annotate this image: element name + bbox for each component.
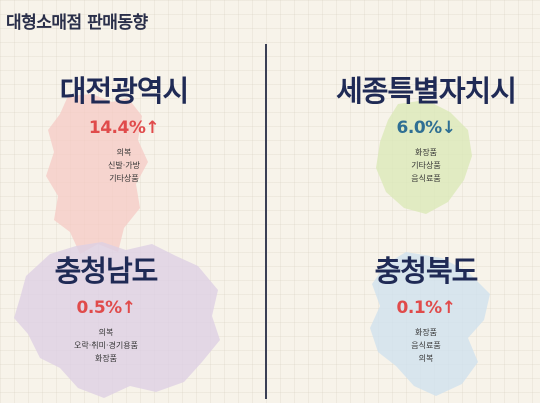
item: 화장품 <box>414 327 438 337</box>
region-name: 세종특별자치시 <box>336 74 517 108</box>
item: 의복 <box>418 353 434 363</box>
item: 신발·가방 <box>108 160 140 170</box>
rate-value: 14.4% <box>88 117 146 138</box>
change-rate: 14.4%↑ <box>0 118 254 138</box>
sejong-map-shape <box>376 100 472 214</box>
item: 기타상품 <box>411 160 441 170</box>
change-rate: 0.1%↑ <box>296 298 540 318</box>
arrow-up-icon: ↑ <box>121 297 136 318</box>
sejong-map-path <box>376 100 472 214</box>
change-rate: 6.0%↓ <box>296 118 540 138</box>
item: 음식료품 <box>411 340 441 350</box>
item: 화장품 <box>94 353 118 363</box>
top-items-list: 의복 신발·가방 기타상품 <box>0 146 254 185</box>
item: 화장품 <box>414 147 438 157</box>
region-name: 충청남도 <box>54 254 159 288</box>
item: 오락·취미·경기용품 <box>74 340 138 350</box>
chungnam-map-path <box>14 242 220 398</box>
item: 기타상품 <box>109 173 139 183</box>
rate-value: 0.5% <box>76 297 123 318</box>
rate-value: 0.1% <box>396 297 443 318</box>
rate-value: 6.0% <box>396 117 443 138</box>
item: 의복 <box>116 147 132 157</box>
top-items-list: 화장품 기타상품 음식료품 <box>296 146 540 185</box>
item: 의복 <box>98 327 114 337</box>
arrow-up-icon: ↑ <box>145 117 160 138</box>
arrow-up-icon: ↑ <box>441 297 456 318</box>
region-name: 충청북도 <box>374 254 479 288</box>
top-items-list: 화장품 음식료품 의복 <box>296 326 540 365</box>
region-chungnam: 충청남도 0.5%↑ 의복 오락·취미·경기용품 화장품 <box>0 254 236 365</box>
center-divider <box>265 44 267 399</box>
change-rate: 0.5%↑ <box>0 298 236 318</box>
chungbuk-map-path <box>370 252 490 396</box>
arrow-down-icon: ↓ <box>441 117 456 138</box>
top-items-list: 의복 오락·취미·경기용품 화장품 <box>0 326 236 365</box>
region-name: 대전광역시 <box>59 74 189 108</box>
item: 음식료품 <box>411 173 441 183</box>
chungnam-map-shape <box>14 242 220 398</box>
page-title: 대형소매점 판매동향 <box>6 13 148 33</box>
daejeon-map-path <box>46 94 148 254</box>
daejeon-map-shape <box>46 94 148 254</box>
chungbuk-map-shape <box>370 252 490 396</box>
region-chungbuk: 충청북도 0.1%↑ 화장품 음식료품 의복 <box>296 254 540 365</box>
region-sejong: 세종특별자치시 6.0%↓ 화장품 기타상품 음식료품 <box>296 74 540 185</box>
region-daejeon: 대전광역시 14.4%↑ 의복 신발·가방 기타상품 <box>0 74 254 185</box>
